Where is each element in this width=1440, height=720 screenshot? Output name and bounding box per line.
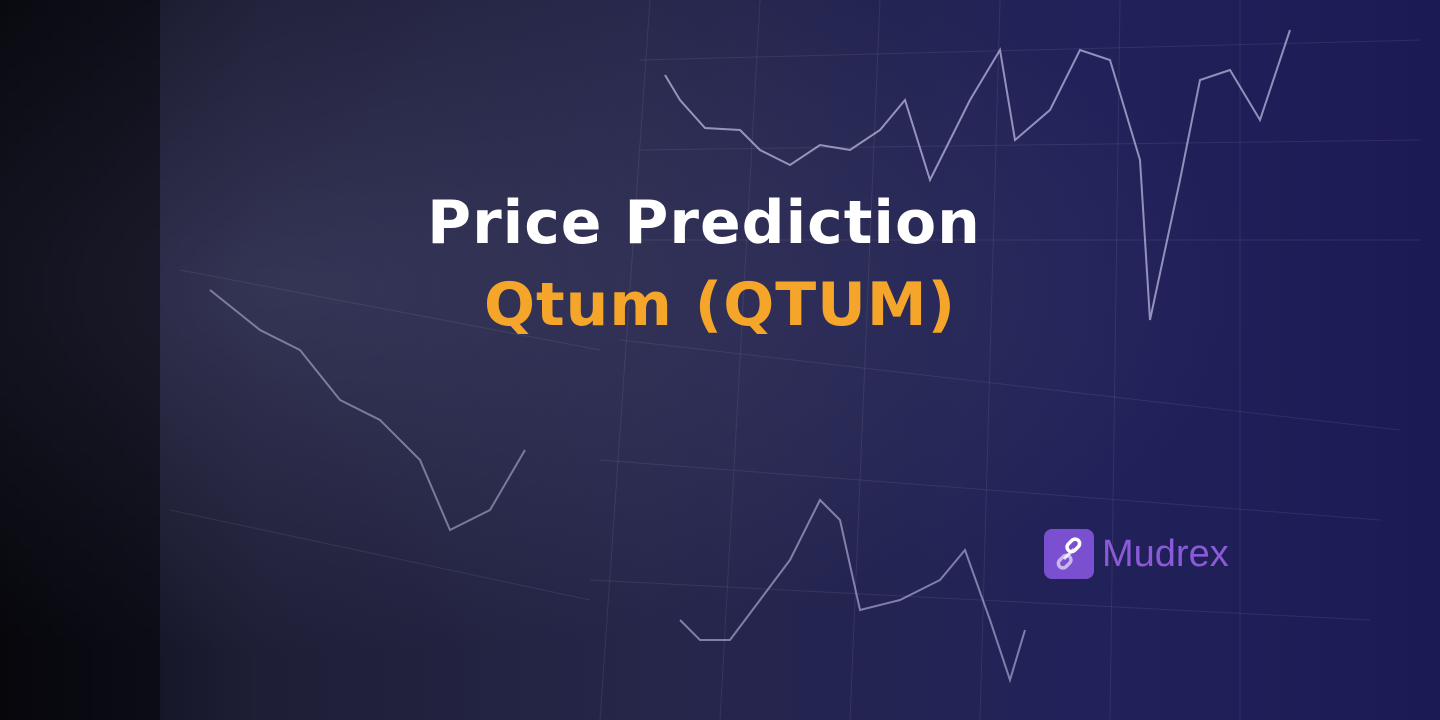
page-subtitle: Qtum (QTUM) [483,270,956,340]
brand-name: Mudrex [1102,532,1229,575]
brand-logo: Mudrex [1044,529,1229,579]
chain-link-icon [1044,529,1094,579]
page-title: Price Prediction [427,188,981,258]
